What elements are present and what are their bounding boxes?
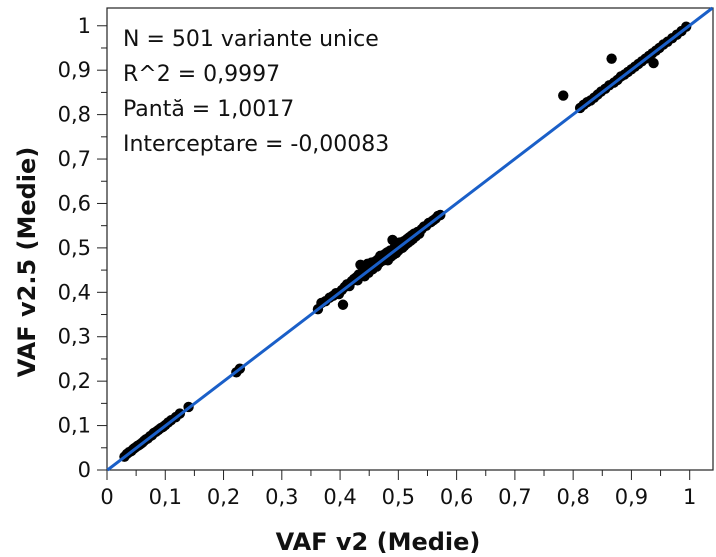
y-tick-label: 0 (78, 458, 91, 482)
regression-line (106, 6, 714, 472)
x-tick-label: 0,1 (149, 485, 182, 509)
x-tick-label: 0 (100, 485, 113, 509)
annotation-intercept: Interceptare = -0,00083 (123, 132, 389, 157)
x-tick-label: 0,8 (556, 485, 589, 509)
x-tick-label: 0,3 (265, 485, 298, 509)
data-point (648, 57, 659, 69)
x-tick-label: 1 (683, 485, 696, 509)
y-tick-label: 1 (78, 14, 91, 38)
data-point (606, 53, 617, 64)
y-tick-label: 0,4 (58, 280, 91, 304)
y-tick-label: 0,2 (58, 369, 91, 393)
annotation-n: N = 501 variante unice (123, 27, 379, 52)
data-point (558, 90, 569, 101)
y-tick-label: 0,3 (58, 325, 91, 349)
y-tick-label: 0,6 (58, 191, 91, 215)
y-tick-label: 0,8 (58, 103, 91, 127)
y-axis-title: VAF v2.5 (Medie) (13, 147, 41, 378)
annotation-r2: R^2 = 0,9997 (123, 62, 280, 87)
data-point (337, 299, 349, 310)
y-tick-label: 0,9 (58, 58, 91, 82)
y-tick-label: 0,7 (58, 147, 91, 171)
annotation-slope: Pantă = 1,0017 (123, 97, 294, 122)
y-tick-label: 0,1 (58, 414, 91, 438)
y-tick-label: 0,5 (58, 236, 91, 260)
plot-area-frame (106, 7, 714, 471)
x-tick-label: 0,4 (323, 485, 356, 509)
x-tick-label: 0,5 (382, 485, 415, 509)
x-axis-title: VAF v2 (Medie) (276, 528, 481, 556)
x-tick-label: 0,2 (207, 485, 240, 509)
x-tick-label: 0,6 (440, 485, 473, 509)
x-tick-label: 0,9 (615, 485, 648, 509)
x-tick-label: 0,7 (498, 485, 531, 509)
